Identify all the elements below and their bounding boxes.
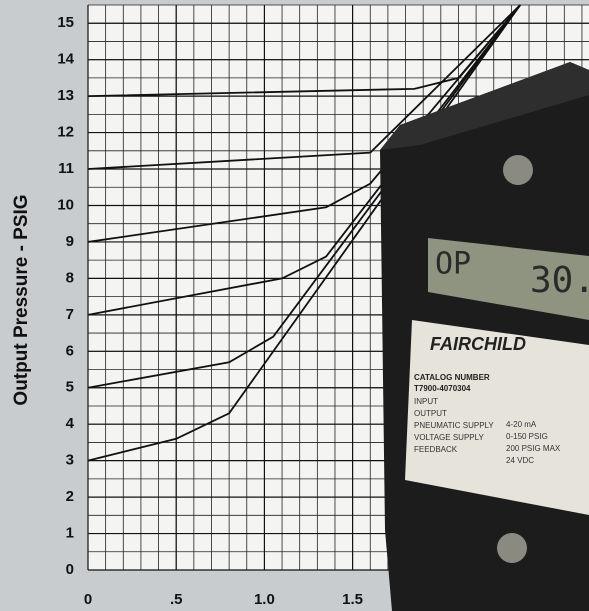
y-tick-label: 5 xyxy=(66,379,74,396)
y-tick-label: 13 xyxy=(57,87,74,104)
y-tick-label: 0 xyxy=(66,561,74,578)
line xyxy=(87,4,521,243)
lcd xyxy=(428,238,589,320)
x-tick-label: 1.0 xyxy=(254,591,275,608)
catalog-title: CATALOG NUMBER xyxy=(414,373,490,382)
spec-value: 4-20 mA xyxy=(506,420,537,429)
spec-label: OUTPUT xyxy=(414,409,447,418)
y-tick-label: 8 xyxy=(66,269,74,286)
screw xyxy=(503,155,533,185)
spec-label: VOLTAGE SUPPLY xyxy=(414,433,484,442)
device-photo: OP 30. FAIRCHILD CATALOG NUMBER T7900-40… xyxy=(380,62,589,611)
spec-value: 24 VDC xyxy=(506,456,534,465)
lcd-text: OP xyxy=(435,247,471,282)
y-tick-label: 15 xyxy=(57,14,74,31)
y-tick-label: 7 xyxy=(66,306,74,323)
y-tick-label: 12 xyxy=(57,124,74,141)
lcd-text: 30. xyxy=(530,260,589,301)
y-tick-label: 9 xyxy=(66,233,74,250)
y-tick-label: 11 xyxy=(58,160,74,177)
spec-label: FEEDBACK xyxy=(414,445,458,454)
y-tick-label: 4 xyxy=(66,415,75,432)
line xyxy=(87,4,521,462)
y-tick-label: 14 xyxy=(57,51,74,68)
brand: FAIRCHILD xyxy=(430,334,526,354)
line xyxy=(87,4,521,170)
y-tick-label: 1 xyxy=(66,525,74,542)
screw xyxy=(497,533,527,563)
y-tick-label: 6 xyxy=(66,342,74,359)
nameplate xyxy=(405,320,589,515)
x-tick-label: 0 xyxy=(84,591,92,608)
spec-value: 200 PSIG MAX xyxy=(506,444,561,453)
spec-label: INPUT xyxy=(414,397,438,406)
y-axis-label: Output Pressure - PSIG xyxy=(11,194,32,405)
device-top xyxy=(380,62,589,150)
y-tick-label: 2 xyxy=(66,488,74,505)
y-tick-label: 3 xyxy=(66,452,74,469)
x-tick-label: .5 xyxy=(170,591,183,608)
catalog-number: T7900-4070304 xyxy=(414,384,471,393)
y-tick-label: 10 xyxy=(57,196,74,213)
spec-value: 0-150 PSIG xyxy=(506,432,548,441)
spec-label: PNEUMATIC SUPPLY xyxy=(414,421,494,430)
x-tick-label: 1.5 xyxy=(342,591,363,608)
